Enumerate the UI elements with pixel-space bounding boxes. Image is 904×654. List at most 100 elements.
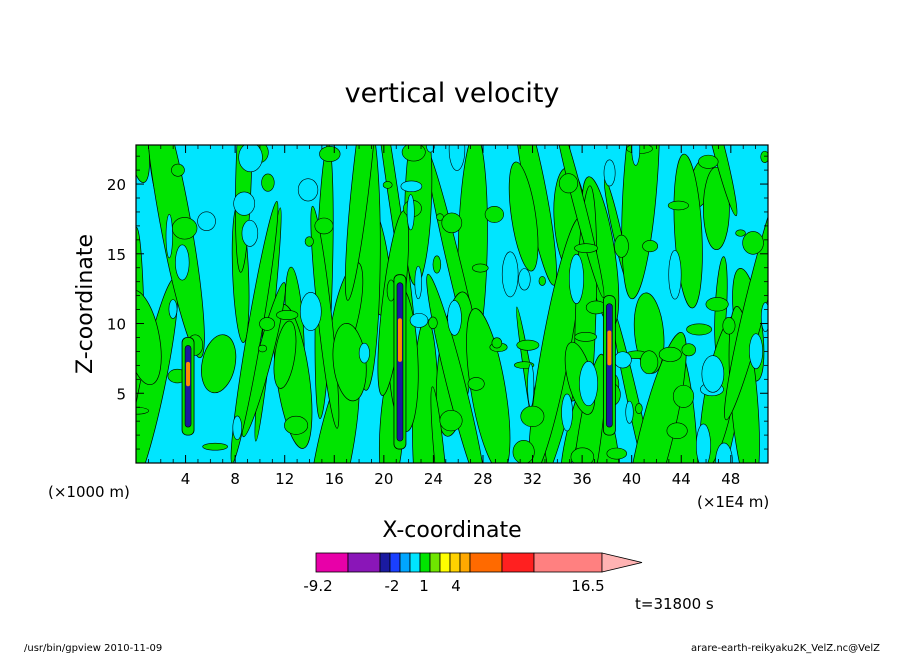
green-blob [261, 173, 275, 192]
green-blob [635, 403, 643, 414]
green-blob [382, 181, 393, 189]
cyan-hole [613, 351, 632, 369]
colorbar-segment [449, 552, 461, 573]
colorbar-segment [389, 552, 401, 573]
cyan-hole [579, 361, 598, 407]
colorbar-segment [379, 552, 391, 573]
green-blob [171, 217, 198, 240]
cyan-hole [501, 251, 519, 298]
plot-frame [135, 144, 769, 464]
y-tick-label: 15 [107, 246, 126, 264]
cyan-hole [165, 213, 173, 259]
core-dark [606, 303, 613, 428]
green-blob [136, 407, 150, 415]
cyan-hole [197, 211, 216, 231]
green-blob [276, 310, 299, 320]
green-blob [735, 229, 746, 237]
cyan-hole [232, 415, 242, 440]
cyan-hole [561, 393, 573, 432]
green-blob [574, 332, 598, 342]
x-axis-label: X-coordinate [382, 518, 521, 543]
green-blob [667, 200, 689, 211]
x-tick-label: 20 [374, 470, 393, 488]
green-blob [441, 212, 463, 234]
green-blob [512, 439, 535, 463]
green-blob [681, 343, 696, 357]
green-blob [639, 350, 659, 375]
core-hot [397, 318, 402, 362]
cyan-hole [299, 291, 322, 331]
green-blob [257, 344, 268, 353]
x-tick-label: 12 [275, 470, 294, 488]
green-blob [698, 154, 719, 169]
colorbar-tick-label: 4 [451, 577, 461, 595]
green-streak [426, 273, 487, 463]
green-blob [491, 337, 503, 349]
y-tick-label: 10 [107, 316, 126, 334]
x-axis-unit-left: (×1000 m) [48, 483, 130, 501]
green-blob [574, 243, 598, 253]
green-blob [484, 206, 504, 223]
cyan-hole [447, 300, 462, 336]
time-label: t=31800 s [635, 595, 714, 613]
green-blob [284, 415, 309, 435]
cyan-hole [518, 268, 531, 291]
plot-area [136, 145, 768, 463]
colorbar-segment [315, 552, 349, 573]
green-streak [724, 148, 768, 421]
x-tick-label: 8 [230, 470, 240, 488]
green-blob [538, 276, 546, 286]
cyan-hole [448, 145, 466, 171]
green-blob [467, 377, 485, 391]
green-blob [642, 240, 659, 253]
cyan-hole [749, 333, 763, 370]
green-blob [304, 236, 314, 247]
x-axis-ticks: 4 8 12 16 20 24 28 32 36 40 44 48 [147, 145, 757, 488]
x-tick-label: 4 [181, 470, 191, 488]
cyan-hole [406, 194, 415, 231]
green-streak [344, 145, 380, 301]
green-streak [136, 289, 162, 386]
y-tick-label: 20 [107, 176, 126, 194]
cyan-hole [625, 400, 634, 424]
x-tick-label: 36 [573, 470, 592, 488]
x-axis-unit-right: (×1E4 m) [697, 493, 769, 511]
green-blob [171, 163, 185, 177]
x-tick-label: 24 [424, 470, 443, 488]
green-blob [658, 346, 682, 362]
green-blob [672, 384, 695, 408]
green-streak [430, 386, 449, 463]
cyan-hole [175, 244, 190, 281]
green-blob [428, 316, 438, 330]
cyan-hole [414, 265, 422, 300]
cyan-hole [668, 249, 682, 300]
green-blob [439, 409, 463, 432]
colorbar-segment [409, 552, 421, 573]
cyan-hole [400, 180, 423, 193]
cyan-hole [409, 313, 429, 328]
green-blob [686, 323, 713, 336]
colorbar-segment [419, 552, 431, 573]
green-blob [606, 447, 627, 460]
green-blob [520, 405, 545, 428]
green-streak [273, 320, 297, 389]
cyan-hole [603, 159, 616, 187]
footer-right: arare-earth-reikyaku2K_VelZ.nc@VelZ [691, 643, 880, 654]
green-blob [314, 217, 334, 235]
footer-left: /usr/bin/gpview 2010-11-09 [24, 643, 162, 654]
green-blob [705, 297, 729, 312]
green-blob [472, 263, 489, 273]
colorbar-tick-label: -9.2 [303, 577, 332, 595]
updraft-cores [181, 274, 616, 450]
green-blob [666, 422, 688, 439]
x-tick-label: 44 [672, 470, 691, 488]
green-streak [621, 145, 660, 300]
cyan-hole [358, 342, 370, 364]
green-blob [742, 231, 764, 255]
cyan-hole [701, 355, 725, 393]
green-streak [144, 145, 205, 359]
colorbar-tick-label: -2 [385, 577, 400, 595]
colorbar-arrow [601, 552, 643, 573]
green-blob [516, 339, 540, 351]
colorbar-segment [429, 552, 441, 573]
